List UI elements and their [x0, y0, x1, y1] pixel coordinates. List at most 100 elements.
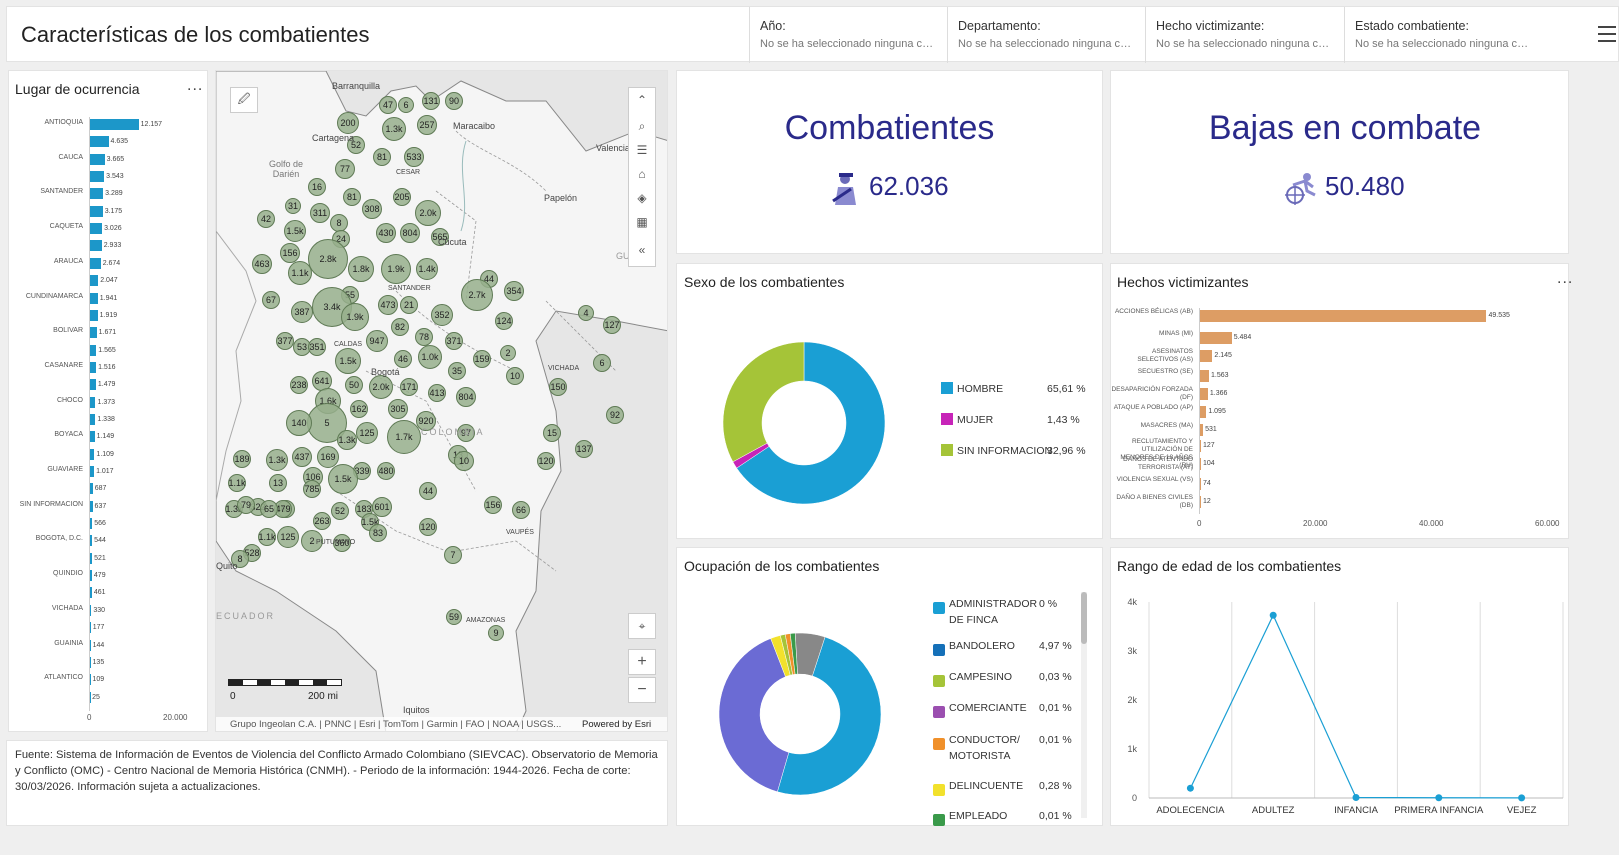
- edad-point[interactable]: [1186, 784, 1194, 792]
- map-cluster-bubble[interactable]: 2.7k: [461, 279, 493, 311]
- map-cluster-bubble[interactable]: 920: [416, 411, 436, 431]
- map-cluster-bubble[interactable]: 189: [233, 450, 251, 468]
- map-cluster-bubble[interactable]: 131: [422, 92, 440, 110]
- map-cluster-bubble[interactable]: 35: [448, 362, 466, 380]
- map-cluster-bubble[interactable]: 308: [362, 199, 382, 219]
- map-cluster-bubble[interactable]: 533: [404, 147, 424, 167]
- layers-icon[interactable]: ◈: [629, 186, 655, 210]
- map-cluster-bubble[interactable]: 82: [391, 318, 409, 336]
- map-cluster-bubble[interactable]: 52: [331, 502, 349, 520]
- zoom-in-icon[interactable]: +: [628, 649, 656, 675]
- map-cluster-bubble[interactable]: 4: [578, 305, 594, 321]
- map-cluster-bubble[interactable]: 169: [317, 446, 339, 468]
- map-cluster-bubble[interactable]: 1.0k: [418, 345, 442, 369]
- map-cluster-bubble[interactable]: 785: [303, 480, 321, 498]
- map-cluster-bubble[interactable]: 81: [343, 188, 361, 206]
- map-cluster-bubble[interactable]: 804: [400, 223, 420, 243]
- map-cluster-bubble[interactable]: 150: [549, 378, 567, 396]
- map-cluster-bubble[interactable]: 205: [393, 188, 411, 206]
- filter-departamento[interactable]: Departamento: No se ha seleccionado ning…: [947, 7, 1144, 63]
- map-cluster-bubble[interactable]: 804: [456, 387, 476, 407]
- map-cluster-bubble[interactable]: 67: [262, 291, 280, 309]
- map-cluster-bubble[interactable]: 257: [417, 115, 437, 135]
- map-cluster-bubble[interactable]: 2: [500, 345, 516, 361]
- map-cluster-bubble[interactable]: 125: [356, 422, 378, 444]
- filter-estado[interactable]: Estado combatiente: No se ha seleccionad…: [1344, 7, 1541, 63]
- map-cluster-bubble[interactable]: 171: [400, 378, 418, 396]
- collapse-left-icon[interactable]: «: [629, 238, 655, 262]
- map-cluster-bubble[interactable]: 77: [335, 159, 355, 179]
- map-cluster-bubble[interactable]: 1.3k: [382, 117, 406, 141]
- map-cluster-bubble[interactable]: 16: [308, 178, 326, 196]
- hechos-more-button[interactable]: ...: [1557, 270, 1574, 287]
- map-cluster-bubble[interactable]: 305: [388, 399, 408, 419]
- map-cluster-bubble[interactable]: 127: [603, 316, 621, 334]
- map-cluster-bubble[interactable]: 156: [280, 243, 300, 263]
- map-cluster-bubble[interactable]: 15: [543, 424, 561, 442]
- map-cluster-bubble[interactable]: 156: [484, 496, 502, 514]
- map-cluster-bubble[interactable]: 1.5k: [284, 220, 306, 242]
- map-cluster-bubble[interactable]: 125: [277, 526, 299, 548]
- map-cluster-bubble[interactable]: 1.1k: [258, 528, 276, 546]
- map-cluster-bubble[interactable]: 437: [292, 447, 312, 467]
- zoom-out-icon[interactable]: −: [628, 677, 656, 703]
- legend-scrollbar[interactable]: [1081, 592, 1087, 818]
- map-cluster-bubble[interactable]: 97: [457, 424, 475, 442]
- map-cluster-bubble[interactable]: 120: [537, 452, 555, 470]
- map-cluster-bubble[interactable]: 1.9k: [381, 254, 411, 284]
- map-cluster-bubble[interactable]: 263: [313, 512, 331, 530]
- map-cluster-bubble[interactable]: 31: [285, 198, 301, 214]
- map-cluster-bubble[interactable]: 1.3k: [266, 449, 288, 471]
- map-cluster-bubble[interactable]: 1.5k: [335, 348, 361, 374]
- map-cluster-bubble[interactable]: 1.7k: [387, 420, 421, 454]
- donut-slice[interactable]: [777, 636, 882, 796]
- map-cluster-bubble[interactable]: 6: [398, 97, 414, 113]
- map-cluster-bubble[interactable]: 480: [377, 462, 395, 480]
- map-cluster-bubble[interactable]: 200: [337, 112, 359, 134]
- map-cluster-bubble[interactable]: 2.0k: [415, 200, 441, 226]
- map-cluster-bubble[interactable]: 124: [495, 312, 513, 330]
- filter-hecho[interactable]: Hecho victimizante: No se ha seleccionad…: [1145, 7, 1342, 63]
- map-cluster-bubble[interactable]: 1.8k: [348, 256, 374, 282]
- map-cluster-bubble[interactable]: 430: [376, 223, 396, 243]
- map-cluster-bubble[interactable]: 1.3k: [337, 430, 357, 450]
- donut-slice[interactable]: [722, 341, 805, 463]
- map-cluster-bubble[interactable]: 1.1k: [288, 261, 312, 285]
- map-cluster-bubble[interactable]: 947: [366, 330, 388, 352]
- collapse-up-icon[interactable]: ⌃: [629, 88, 655, 112]
- map-cluster-bubble[interactable]: 10: [506, 367, 524, 385]
- map-cluster-bubble[interactable]: 371: [445, 332, 463, 350]
- map-cluster-bubble[interactable]: 2: [301, 530, 323, 552]
- map-cluster-bubble[interactable]: 42: [257, 210, 275, 228]
- map-cluster-bubble[interactable]: 2.8k: [308, 239, 348, 279]
- map-cluster-bubble[interactable]: 66: [512, 501, 530, 519]
- map-cluster-bubble[interactable]: 162: [350, 400, 368, 418]
- powered-by-link[interactable]: Powered by Esri: [582, 719, 652, 730]
- map-cluster-bubble[interactable]: 9: [488, 625, 504, 641]
- map-cluster-bubble[interactable]: 44: [419, 482, 437, 500]
- donut-slice[interactable]: [718, 638, 790, 793]
- map-cluster-bubble[interactable]: 13: [269, 474, 287, 492]
- map-cluster-bubble[interactable]: 137: [575, 440, 593, 458]
- map-cluster-bubble[interactable]: 565: [431, 228, 449, 246]
- map-cluster-bubble[interactable]: 413: [428, 384, 446, 402]
- map-cluster-bubble[interactable]: 79: [237, 496, 255, 514]
- map-cluster-bubble[interactable]: 6: [593, 354, 611, 372]
- map-cluster-bubble[interactable]: 1.1k: [228, 474, 246, 492]
- map-cluster-bubble[interactable]: 473: [378, 295, 398, 315]
- pipette-icon[interactable]: 🖉: [230, 87, 258, 113]
- map-panel[interactable]: 47 6 131 90 200 257 1.3k 81 533 52 77 205 31 2.0k 81 16…: [215, 70, 668, 732]
- map-cluster-bubble[interactable]: 65: [260, 500, 278, 518]
- map-cluster-bubble[interactable]: 46: [394, 350, 412, 368]
- map-cluster-bubble[interactable]: 2.0k: [369, 375, 393, 399]
- map-cluster-bubble[interactable]: 52: [347, 136, 365, 154]
- map-cluster-bubble[interactable]: 50: [345, 376, 363, 394]
- legend-scroll-thumb[interactable]: [1081, 592, 1087, 644]
- map-cluster-bubble[interactable]: 311: [310, 203, 330, 223]
- map-cluster-bubble[interactable]: 90: [445, 92, 463, 110]
- map-cluster-bubble[interactable]: 387: [291, 301, 313, 323]
- edad-point[interactable]: [1435, 794, 1443, 802]
- map-cluster-bubble[interactable]: 377: [276, 332, 294, 350]
- donut-slice[interactable]: [794, 632, 826, 677]
- menu-icon[interactable]: [1596, 21, 1618, 47]
